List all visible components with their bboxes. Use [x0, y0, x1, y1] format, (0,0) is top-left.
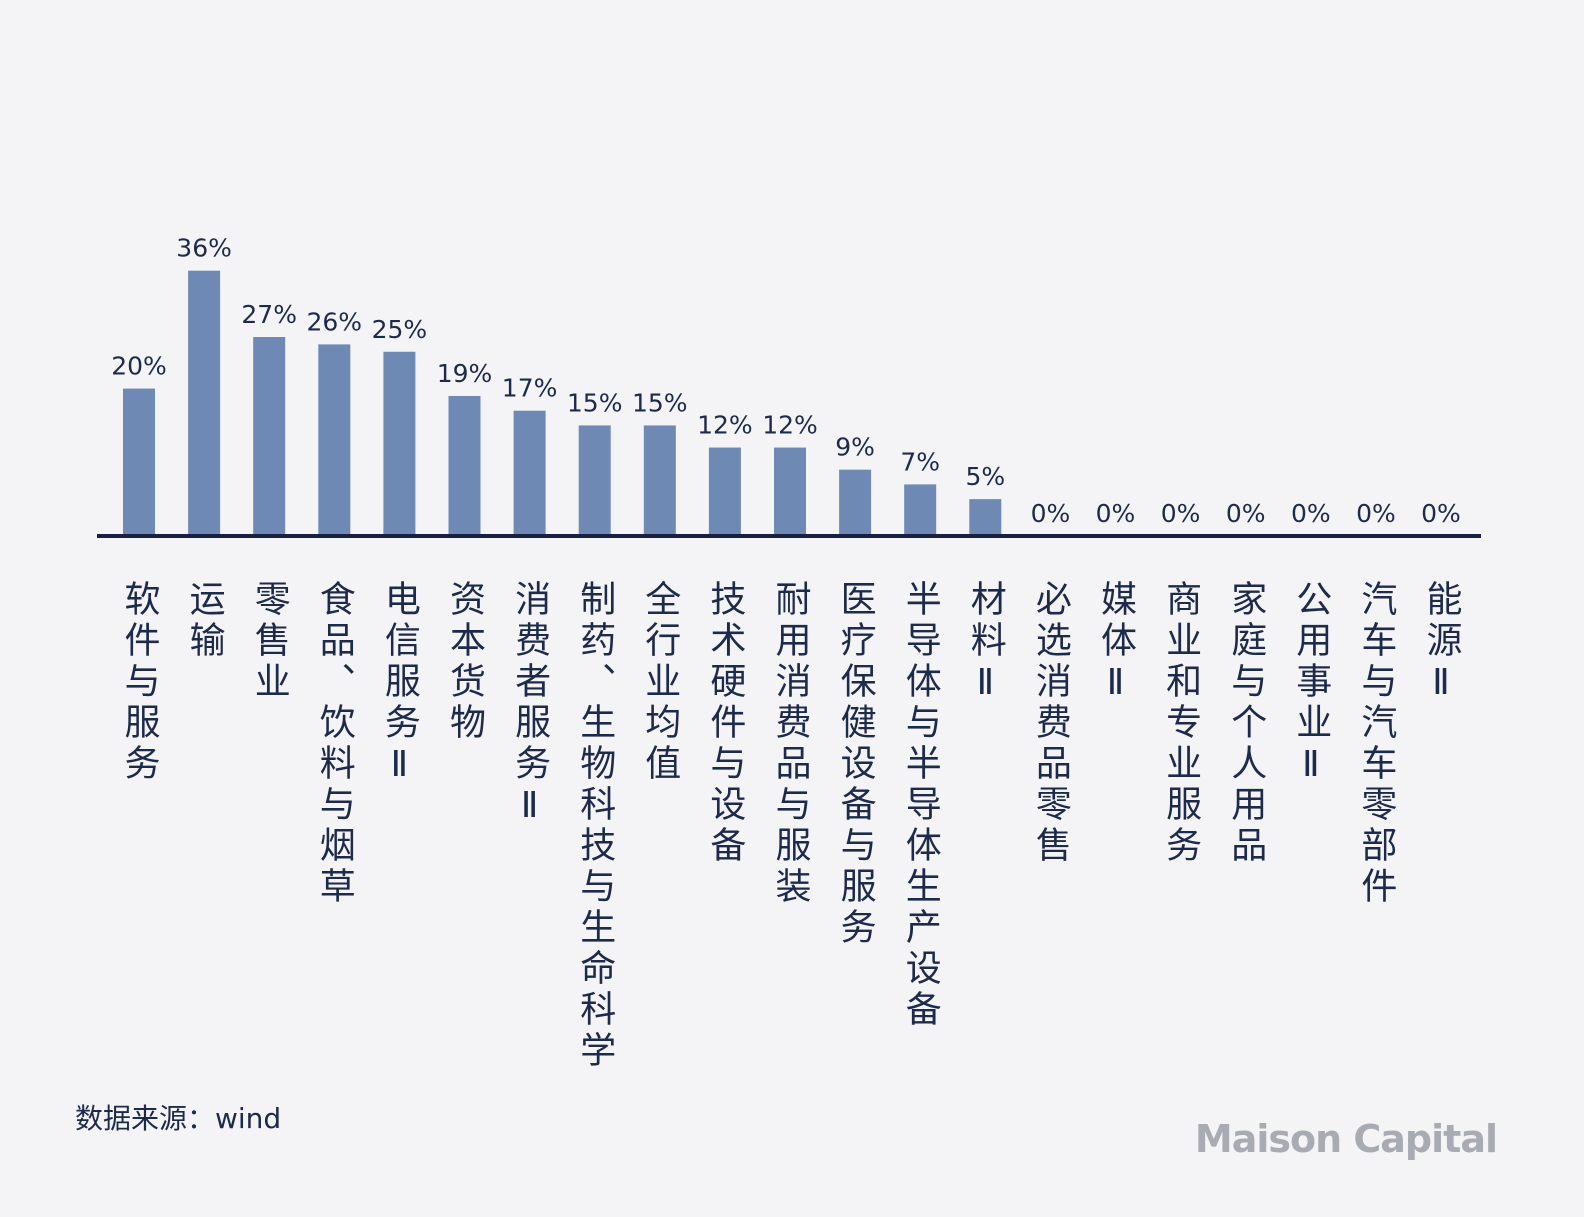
value-label: 0%	[1096, 499, 1136, 528]
value-label: 0%	[1356, 499, 1396, 528]
bar	[448, 395, 481, 536]
bar	[383, 351, 416, 536]
category-label: 材料Ⅱ	[965, 580, 1007, 708]
value-label: 0%	[1226, 499, 1266, 528]
category-label: 软件与服务	[119, 580, 160, 785]
value-label: 5%	[965, 462, 1005, 491]
category-label: 全行业均值	[639, 580, 681, 785]
bar	[969, 499, 1002, 536]
category-label: 技术硬件与设备	[704, 580, 745, 867]
brand-logo: Maison Capital	[1195, 1117, 1497, 1161]
value-label: 12%	[762, 411, 818, 440]
category-label: 运输	[184, 580, 225, 662]
category-label: 资本货物	[444, 580, 485, 744]
category-label: 商业和专业服务	[1160, 580, 1202, 867]
bar	[123, 388, 155, 536]
value-label: 36%	[176, 234, 232, 263]
value-label: 0%	[1291, 499, 1331, 528]
category-label: 媒体Ⅱ	[1095, 580, 1136, 708]
value-label: 12%	[697, 411, 753, 440]
bar	[774, 447, 806, 536]
bar	[513, 410, 546, 536]
category-label: 制药、生物科技与生命科学	[574, 580, 615, 1072]
bar	[253, 337, 286, 536]
bar	[318, 344, 351, 536]
value-label: 9%	[835, 433, 875, 462]
value-label: 19%	[437, 359, 493, 388]
category-label: 零售业	[249, 580, 290, 703]
value-label: 20%	[111, 352, 167, 381]
bar	[904, 484, 937, 536]
bar	[188, 270, 221, 536]
value-label: 15%	[567, 388, 623, 417]
source-note: 数据来源：wind	[75, 1102, 281, 1135]
value-label: 27%	[241, 300, 297, 329]
bar	[643, 425, 676, 536]
category-label: 消费者服务Ⅱ	[509, 580, 550, 831]
bar	[578, 425, 611, 536]
value-label: 17%	[502, 374, 558, 403]
value-label: 0%	[1421, 499, 1461, 528]
category-label: 食品、饮料与烟草	[314, 580, 356, 908]
value-label: 15%	[632, 388, 688, 417]
category-label: 医疗保健设备与服务	[835, 580, 877, 949]
value-label: 0%	[1031, 499, 1071, 528]
category-label: 耐用消费品与服装	[770, 580, 811, 908]
category-label: 汽车与汽车零部件	[1355, 580, 1396, 908]
value-label: 0%	[1161, 499, 1201, 528]
value-label: 7%	[900, 447, 940, 476]
category-label: 公用事业Ⅱ	[1290, 580, 1331, 790]
category-label: 电信服务Ⅱ	[379, 580, 420, 790]
bar	[839, 469, 872, 536]
category-label: 必选消费品零售	[1030, 580, 1071, 867]
category-label: 能源Ⅱ	[1421, 580, 1462, 708]
bar	[708, 447, 741, 536]
value-label: 26%	[307, 307, 363, 336]
category-label: 半导体与半导体生产设备	[900, 580, 941, 1031]
value-label: 25%	[372, 315, 428, 344]
category-label: 家庭与个人用品	[1225, 580, 1266, 867]
